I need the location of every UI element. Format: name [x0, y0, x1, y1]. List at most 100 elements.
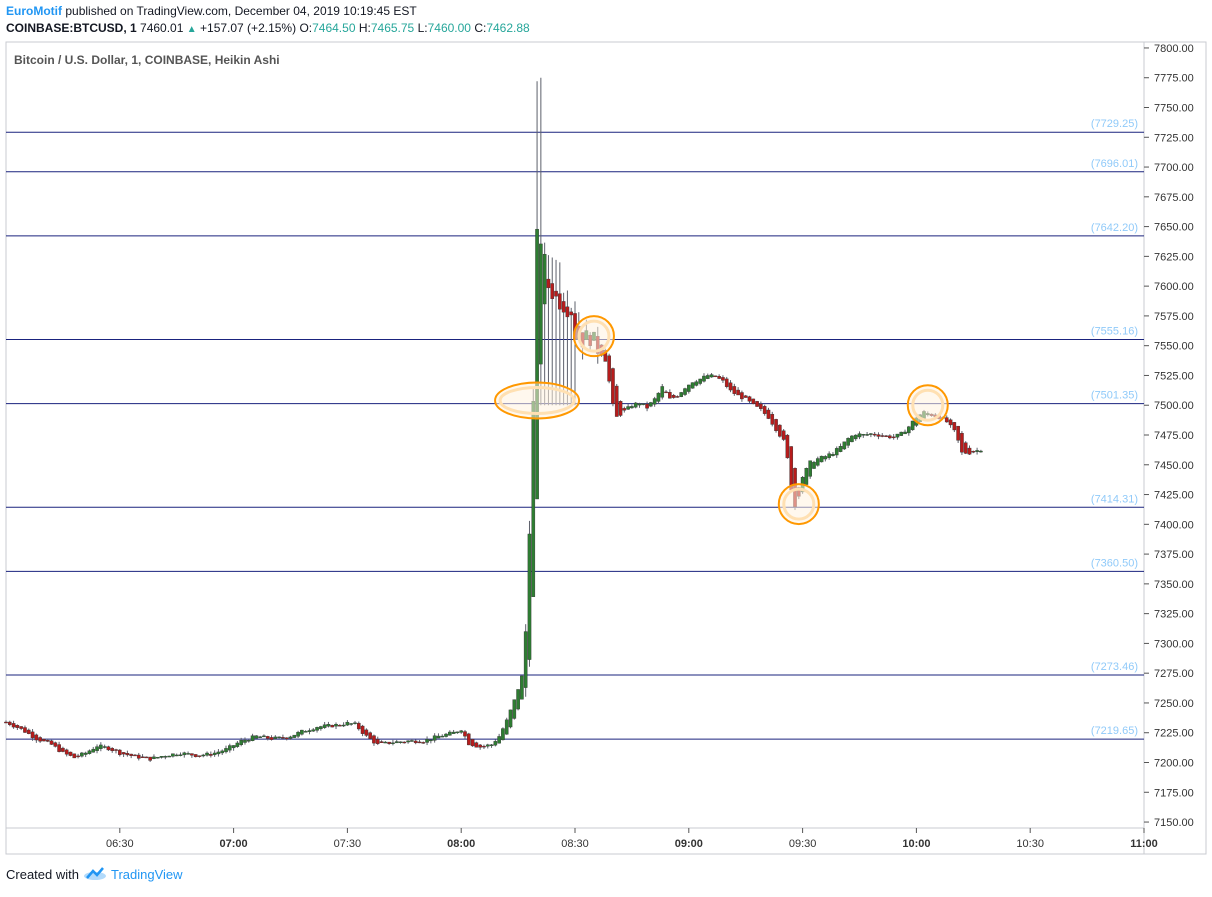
bear-candle	[338, 724, 342, 727]
bear-candle	[721, 377, 725, 381]
tradingview-logo-icon	[83, 866, 107, 883]
y-tick-label: 7250.00	[1154, 698, 1194, 710]
bear-candle	[561, 301, 566, 313]
tradingview-link[interactable]: TradingView	[110, 867, 183, 882]
bear-candle	[607, 355, 611, 382]
bear-candle	[110, 748, 115, 752]
bear-candle	[269, 737, 274, 740]
x-tick-label: 09:30	[789, 838, 817, 850]
price-axis[interactable]	[1143, 41, 1207, 855]
bull-candle	[303, 731, 308, 733]
publish-info: published on TradingView.com, December 0…	[65, 4, 417, 18]
bull-candle	[425, 739, 429, 743]
y-tick-label: 7275.00	[1154, 668, 1194, 680]
bull-candle	[394, 741, 399, 744]
bull-candle	[205, 752, 209, 756]
bull-candle	[895, 433, 900, 438]
x-tick-label: 06:30	[106, 838, 134, 850]
publisher-line: EuroMotif published on TradingView.com, …	[6, 4, 417, 18]
bull-candle	[341, 724, 346, 727]
bull-candle	[861, 434, 866, 436]
bull-candle	[349, 723, 353, 725]
y-tick-label: 7150.00	[1154, 817, 1194, 829]
bull-candle	[694, 381, 699, 386]
high-value: 7465.75	[370, 21, 415, 35]
bull-candle	[258, 736, 262, 738]
bull-candle	[99, 744, 103, 749]
bear-candle	[569, 311, 574, 316]
bear-candle	[190, 753, 194, 756]
bear-candle	[133, 754, 137, 757]
close-value: 7462.88	[486, 21, 530, 35]
bull-candle	[83, 752, 88, 755]
bull-candle	[455, 731, 460, 734]
bear-candle	[884, 435, 888, 437]
bear-candle	[15, 725, 20, 728]
bear-candle	[284, 737, 289, 740]
x-tick-label: 08:30	[561, 838, 589, 850]
highlight-marker-inner	[782, 487, 816, 521]
bull-candle	[683, 388, 687, 395]
bull-candle	[322, 724, 327, 728]
bear-candle	[372, 735, 376, 744]
y-tick-label: 7400.00	[1154, 519, 1194, 531]
plot-area[interactable]	[5, 41, 1145, 829]
bear-candle	[550, 283, 555, 299]
bull-candle	[429, 739, 433, 742]
y-tick-label: 7625.00	[1154, 251, 1194, 263]
bull-candle	[489, 744, 494, 746]
bull-candle	[163, 756, 168, 758]
bear-candle	[413, 740, 418, 744]
x-tick-label: 11:00	[1130, 838, 1158, 850]
bear-candle	[766, 409, 771, 419]
bull-candle	[383, 741, 388, 744]
y-tick-label: 7325.00	[1154, 609, 1194, 621]
bull-candle	[630, 406, 634, 409]
bull-candle	[641, 403, 646, 405]
bear-candle	[53, 742, 58, 747]
y-tick-label: 7425.00	[1154, 490, 1194, 502]
bull-candle	[531, 401, 536, 597]
bull-candle	[440, 735, 445, 738]
bull-candle	[296, 731, 300, 737]
bull-candle	[823, 456, 828, 460]
bear-candle	[281, 737, 285, 739]
bull-candle	[91, 748, 96, 753]
level-label: (7414.31)	[1091, 493, 1138, 505]
bull-candle	[493, 741, 498, 746]
bear-candle	[755, 401, 759, 407]
bear-candle	[558, 293, 562, 310]
bear-candle	[876, 434, 881, 437]
bull-candle	[512, 699, 517, 719]
bull-candle	[705, 375, 710, 379]
y-tick-label: 7475.00	[1154, 430, 1194, 442]
bull-candle	[345, 721, 350, 726]
bear-candle	[209, 753, 213, 756]
bear-candle	[675, 396, 680, 398]
bear-candle	[963, 442, 968, 454]
author-name[interactable]: EuroMotif	[6, 4, 62, 18]
y-tick-label: 7350.00	[1154, 579, 1194, 591]
bear-candle	[732, 386, 737, 394]
low-label: L:	[417, 21, 428, 35]
bear-candle	[379, 741, 384, 743]
bull-candle	[201, 754, 206, 757]
low-value: 7460.00	[427, 21, 471, 35]
y-tick-label: 7550.00	[1154, 341, 1194, 353]
bull-candle	[831, 454, 835, 456]
bear-candle	[57, 744, 61, 752]
bull-candle	[273, 736, 278, 739]
bear-candle	[76, 755, 80, 758]
open-value: 7464.50	[312, 21, 356, 35]
high-label: H:	[358, 21, 371, 35]
bull-candle	[391, 742, 395, 745]
bull-candle	[535, 228, 539, 500]
symbol-label: COINBASE:BTCUSD, 1	[6, 21, 137, 35]
created-with-label: Created with	[6, 867, 79, 882]
bull-candle	[311, 729, 316, 732]
bull-candle	[501, 728, 505, 741]
bull-candle	[182, 752, 187, 756]
bear-candle	[785, 434, 790, 459]
